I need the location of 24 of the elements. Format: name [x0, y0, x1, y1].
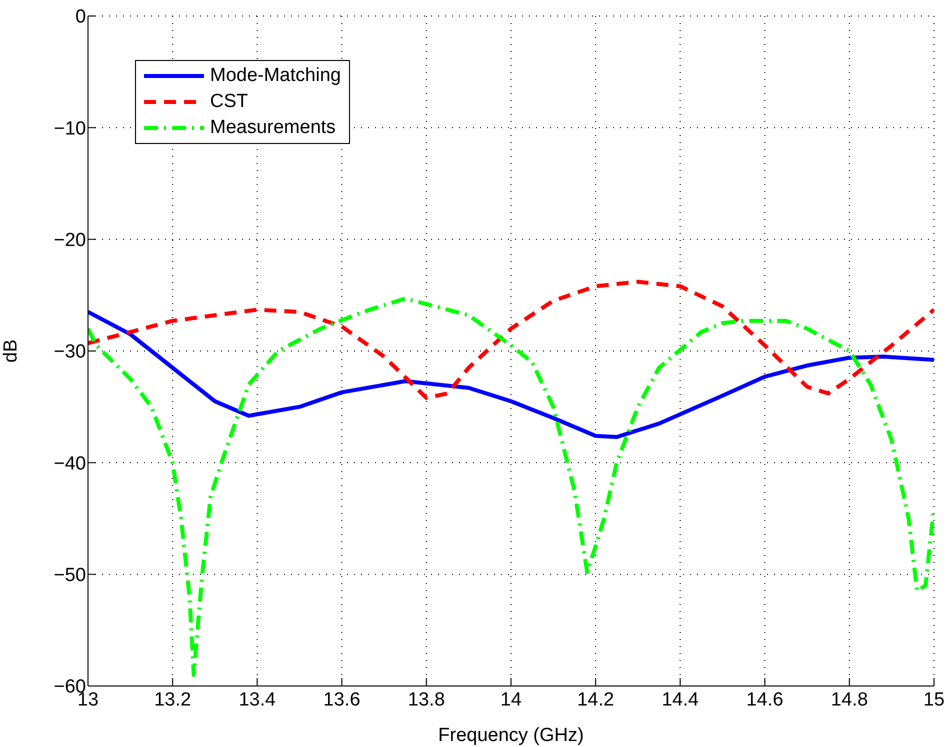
x-tick-label: 15: [923, 689, 945, 710]
y-tick-label: −20: [54, 230, 86, 252]
x-tick-label: 13.8: [408, 689, 445, 710]
y-tick-label: −40: [54, 453, 86, 474]
legend-label: Mode-Matching: [210, 65, 341, 87]
legend-label: CST: [210, 91, 248, 113]
x-tick-label: 14.8: [830, 689, 868, 710]
x-axis-title: Frequency (GHz): [438, 725, 584, 746]
x-tick-label: 14.6: [746, 689, 784, 710]
x-tick-label: 14.4: [662, 689, 700, 710]
x-tick-label: 13.4: [238, 689, 276, 710]
y-tick-label: −30: [54, 342, 86, 363]
x-tick-label: 14: [500, 689, 522, 710]
x-tick-label: 13.2: [154, 689, 192, 710]
y-tick-label: −50: [54, 565, 86, 586]
x-tick-label: 13.6: [323, 689, 360, 710]
line-series: [88, 280, 934, 400]
x-tick-label: 14.2: [577, 689, 614, 710]
legend-label: Measurements: [210, 117, 336, 139]
line-series: [88, 296, 934, 677]
y-axis-title: dB: [0, 339, 22, 363]
y-tick-label: −10: [54, 118, 86, 140]
line-series: [88, 310, 934, 439]
y-tick-label: 0: [75, 6, 86, 28]
